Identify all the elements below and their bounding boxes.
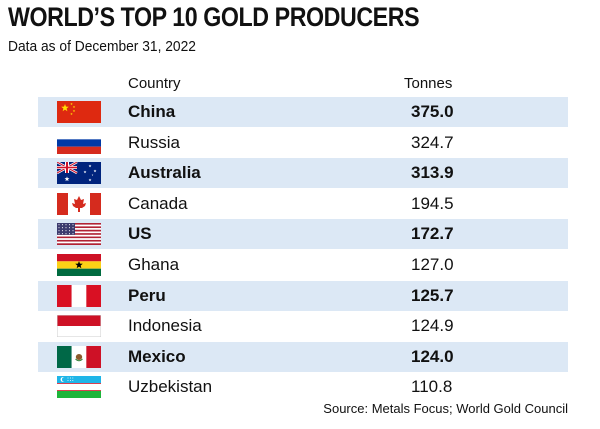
country-name: Mexico — [128, 346, 186, 366]
country-name: Ghana — [128, 255, 180, 274]
russia-flag-icon — [57, 131, 101, 154]
tonnes-value: 125.7 — [411, 285, 454, 305]
tonnes-value: 127.0 — [411, 255, 454, 274]
tonnes-value: 124.0 — [411, 346, 454, 366]
table-row: Canada 194.5 — [38, 189, 568, 219]
page-title: WORLD’S TOP 10 GOLD PRODUCERS — [8, 2, 420, 32]
country-name: Canada — [128, 193, 188, 213]
table-row: US 172.7 — [38, 219, 568, 250]
us-flag-icon — [57, 223, 101, 246]
column-header-tonnes: Tonnes — [404, 75, 453, 92]
tonnes-value: 375.0 — [411, 102, 454, 121]
country-name: China — [128, 102, 176, 121]
australia-flag-icon — [57, 162, 101, 185]
column-header-country: Country — [128, 75, 181, 92]
mexico-flag-icon — [57, 345, 101, 368]
table-row: Russia 324.7 — [38, 128, 568, 158]
table-row: Ghana 127.0 — [38, 250, 568, 280]
country-name: Australia — [128, 163, 201, 183]
table-row: Uzbekistan 110.8 — [38, 372, 568, 402]
country-name: Indonesia — [128, 316, 202, 336]
country-name: Peru — [128, 285, 166, 305]
china-flag-icon — [57, 101, 101, 123]
uzbekistan-flag-icon — [57, 376, 101, 399]
tonnes-value: 110.8 — [411, 377, 453, 397]
indonesia-flag-icon — [57, 315, 101, 338]
tonnes-value: 172.7 — [411, 224, 454, 244]
source-note: Source: Metals Focus; World Gold Council — [323, 401, 568, 416]
country-name: Russia — [128, 132, 180, 152]
page-subtitle: Data as of December 31, 2022 — [8, 38, 196, 55]
canada-flag-icon — [57, 192, 101, 215]
table-row: Australia 313.9 — [38, 158, 568, 189]
table-row: China 375.0 — [38, 97, 568, 127]
peru-flag-icon — [57, 284, 101, 307]
tonnes-value: 324.7 — [411, 132, 454, 152]
country-name: Uzbekistan — [128, 377, 213, 397]
table-row: Mexico 124.0 — [38, 341, 568, 372]
ghana-flag-icon — [57, 254, 101, 276]
country-name: US — [128, 224, 152, 244]
tonnes-value: 124.9 — [411, 316, 454, 336]
table-row: Peru 125.7 — [38, 280, 568, 311]
table-row: Indonesia 124.9 — [38, 311, 568, 341]
tonnes-value: 313.9 — [411, 163, 454, 183]
tonnes-value: 194.5 — [411, 193, 454, 213]
